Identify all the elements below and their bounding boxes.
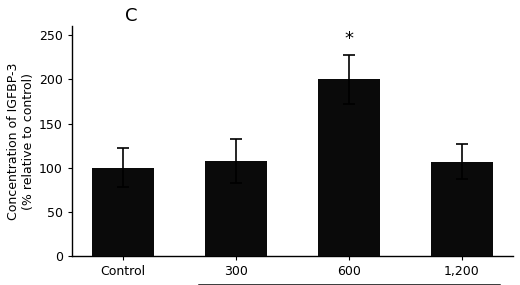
Text: *: * (345, 30, 354, 48)
Y-axis label: Concentration of IGFBP-3
(% relative to control): Concentration of IGFBP-3 (% relative to … (7, 63, 35, 220)
Bar (318, 80, 380, 256)
Bar (92, 168, 154, 256)
Bar (431, 162, 493, 256)
Bar (205, 161, 267, 256)
Text: C: C (125, 7, 137, 25)
